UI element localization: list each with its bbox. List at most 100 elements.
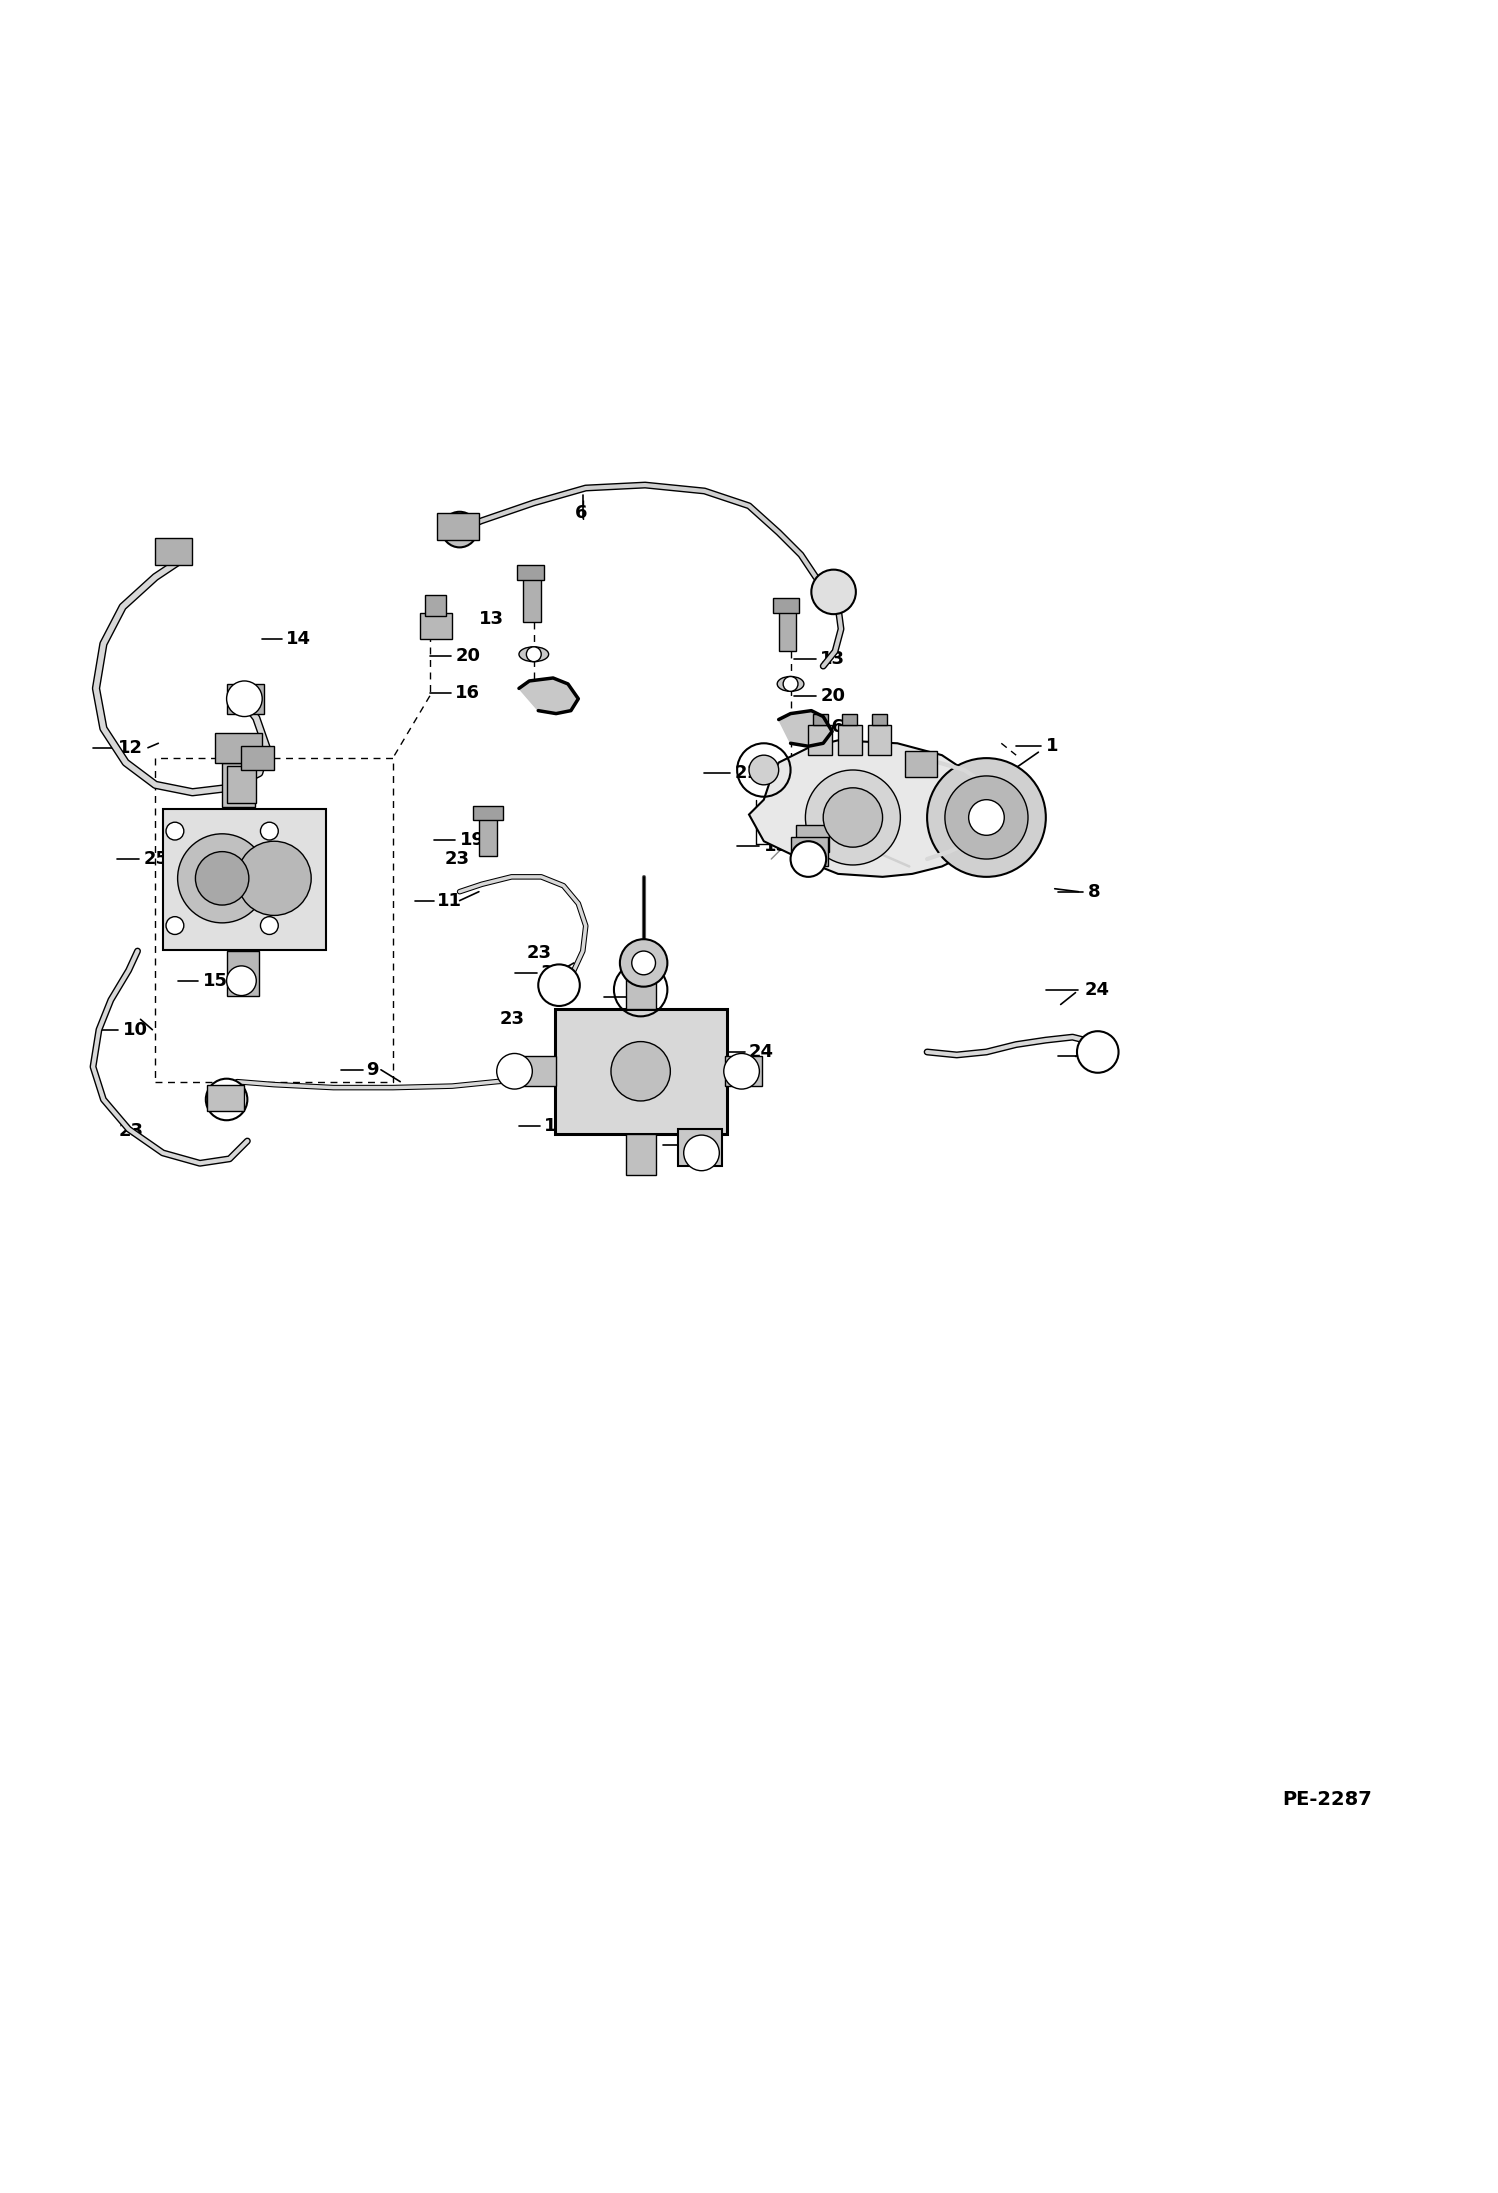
- Text: 20: 20: [455, 647, 481, 664]
- Text: 23: 23: [445, 851, 470, 868]
- Circle shape: [806, 770, 900, 864]
- Text: 22: 22: [631, 989, 655, 1007]
- Bar: [809, 726, 831, 754]
- Circle shape: [178, 833, 267, 923]
- Circle shape: [812, 570, 855, 614]
- Text: 14: 14: [286, 629, 312, 649]
- Text: 4: 4: [719, 1061, 733, 1079]
- Bar: [479, 818, 497, 855]
- Text: 13: 13: [821, 649, 845, 667]
- Text: 9: 9: [366, 1061, 379, 1079]
- Polygon shape: [779, 711, 831, 746]
- Circle shape: [205, 1079, 247, 1121]
- Circle shape: [945, 776, 1028, 860]
- Bar: [779, 610, 797, 651]
- Circle shape: [195, 851, 249, 906]
- Bar: [425, 594, 446, 616]
- Bar: [517, 566, 544, 579]
- Polygon shape: [518, 678, 578, 713]
- Bar: [226, 684, 264, 713]
- Bar: [163, 809, 327, 950]
- Bar: [842, 713, 857, 726]
- Bar: [905, 750, 938, 776]
- Text: PE-2287: PE-2287: [1282, 1789, 1372, 1809]
- Text: 13: 13: [479, 610, 503, 627]
- Circle shape: [261, 917, 279, 934]
- Text: 16: 16: [455, 684, 481, 702]
- Bar: [773, 599, 800, 612]
- Circle shape: [497, 1053, 532, 1090]
- Circle shape: [749, 754, 779, 785]
- Circle shape: [683, 1136, 719, 1171]
- Circle shape: [237, 842, 312, 914]
- Circle shape: [526, 647, 541, 662]
- Ellipse shape: [777, 675, 804, 691]
- Circle shape: [166, 822, 184, 840]
- Bar: [226, 765, 256, 803]
- Circle shape: [538, 965, 580, 1007]
- Text: 15: 15: [764, 838, 789, 855]
- Circle shape: [927, 759, 1046, 877]
- Circle shape: [783, 675, 798, 691]
- Text: 18: 18: [544, 1116, 569, 1136]
- Bar: [813, 713, 828, 726]
- Circle shape: [824, 787, 882, 846]
- Circle shape: [632, 952, 656, 976]
- Bar: [226, 952, 259, 996]
- Text: 23: 23: [500, 1011, 524, 1029]
- Circle shape: [166, 917, 184, 934]
- Circle shape: [791, 842, 827, 877]
- Bar: [156, 539, 192, 566]
- Bar: [514, 1057, 556, 1086]
- Bar: [677, 1129, 722, 1167]
- Polygon shape: [749, 741, 980, 877]
- Bar: [872, 713, 887, 726]
- Bar: [837, 726, 861, 754]
- Circle shape: [724, 1053, 759, 1090]
- Ellipse shape: [518, 647, 548, 662]
- Circle shape: [1077, 1031, 1119, 1072]
- Text: 23: 23: [118, 1121, 144, 1140]
- Text: 7: 7: [1088, 1048, 1100, 1066]
- Text: 15: 15: [202, 971, 228, 989]
- Bar: [241, 746, 274, 770]
- Bar: [214, 732, 262, 763]
- Bar: [554, 1009, 727, 1134]
- Bar: [626, 967, 656, 1009]
- Text: 12: 12: [118, 739, 144, 757]
- Bar: [419, 612, 452, 640]
- Text: 3: 3: [541, 965, 554, 982]
- Bar: [797, 825, 828, 851]
- Bar: [222, 763, 255, 807]
- Bar: [725, 1057, 762, 1086]
- Circle shape: [611, 1042, 670, 1101]
- Circle shape: [226, 682, 262, 717]
- Text: 19: 19: [460, 831, 484, 849]
- Circle shape: [261, 822, 279, 840]
- Bar: [867, 726, 891, 754]
- Text: 10: 10: [123, 1020, 148, 1039]
- Text: 25: 25: [144, 851, 168, 868]
- Circle shape: [442, 511, 478, 548]
- Text: 8: 8: [1088, 884, 1100, 901]
- Text: 5: 5: [222, 906, 235, 923]
- Text: 21: 21: [734, 763, 759, 783]
- Text: 23: 23: [526, 943, 551, 961]
- Text: 6: 6: [575, 504, 587, 522]
- Circle shape: [969, 800, 1004, 836]
- Text: 2: 2: [998, 792, 1011, 809]
- Text: 17: 17: [689, 1136, 715, 1154]
- Text: 11: 11: [437, 893, 463, 910]
- Text: 24: 24: [749, 1044, 774, 1061]
- Circle shape: [226, 965, 256, 996]
- Text: 16: 16: [821, 717, 845, 737]
- Bar: [473, 805, 503, 820]
- Bar: [626, 1134, 656, 1175]
- Text: 20: 20: [821, 686, 845, 704]
- Bar: [207, 1086, 244, 1112]
- Bar: [437, 513, 479, 539]
- Bar: [791, 838, 828, 866]
- Circle shape: [620, 939, 668, 987]
- Text: 1: 1: [1046, 737, 1058, 754]
- Text: 24: 24: [1085, 980, 1110, 998]
